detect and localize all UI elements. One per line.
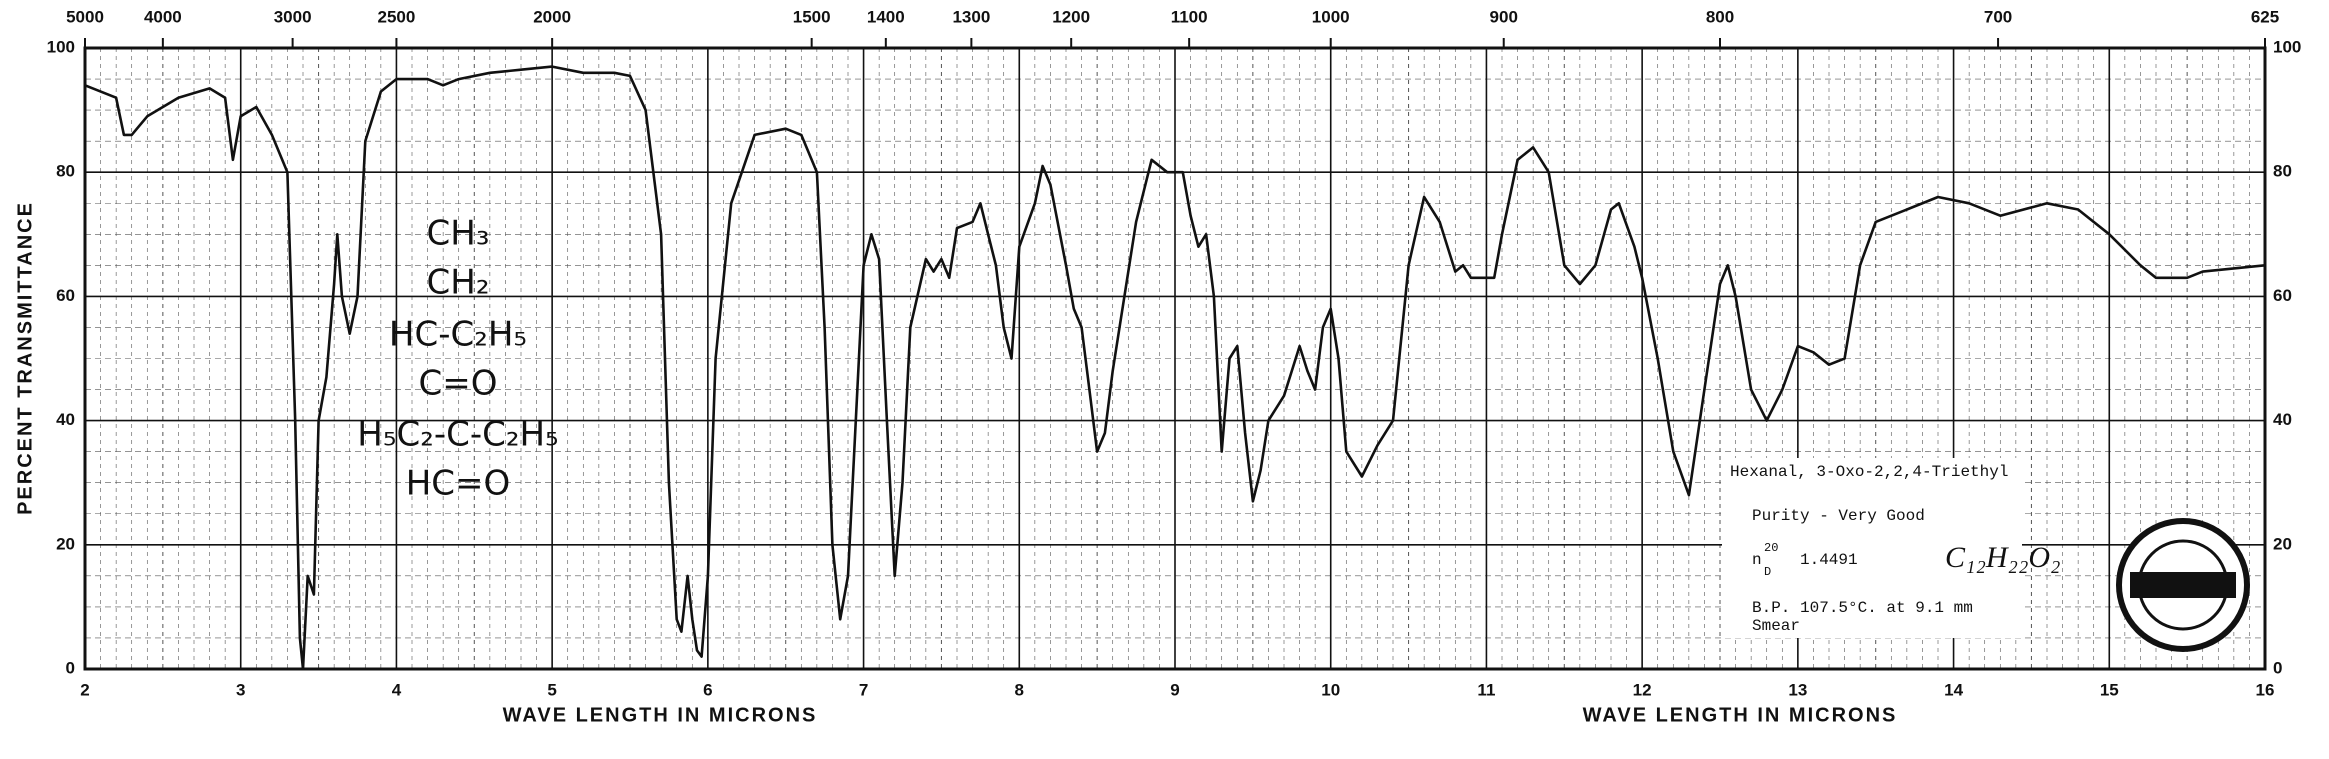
plot-frame xyxy=(83,46,2267,671)
structure-line: CH₃ xyxy=(427,214,490,254)
x-tick-label: 10 xyxy=(1321,680,1340,699)
y-tick-label-right: 20 xyxy=(2273,534,2292,553)
x2-tick-label: 1400 xyxy=(867,7,905,26)
y-tick-label: 0 xyxy=(66,658,75,677)
structure-line: HC-C₂H₅ xyxy=(389,315,527,355)
x-tick-label: 14 xyxy=(1944,680,1963,699)
x2-tick-label: 1500 xyxy=(793,7,831,26)
y-axis-title: PERCENT TRANSMITTANCE xyxy=(14,201,36,515)
x-axis-title: WAVE LENGTH IN MICRONS xyxy=(503,704,818,726)
y-tick-label: 40 xyxy=(56,410,75,429)
info-background xyxy=(1722,458,2022,638)
x-tick-label: 13 xyxy=(1788,680,1807,699)
formula: C₁₂H₂₂O₂ xyxy=(1945,541,2061,574)
x2-tick-label: 2500 xyxy=(378,7,416,26)
y-tick-label-right: 0 xyxy=(2273,658,2282,677)
x-tick-label: 3 xyxy=(236,680,245,699)
x-tick-label: 15 xyxy=(2100,680,2119,699)
x-tick-label: 8 xyxy=(1015,680,1024,699)
x2-tick-label: 3000 xyxy=(274,7,312,26)
x-tick-label: 7 xyxy=(859,680,868,699)
y-tick-label-right: 60 xyxy=(2273,286,2292,305)
ri-sup: 20 xyxy=(1764,541,1778,555)
x2-tick-label: 800 xyxy=(1706,7,1734,26)
spectrum-line xyxy=(84,65,2266,671)
sample: Smear xyxy=(1752,617,1800,635)
y-tick-label-right: 100 xyxy=(2273,37,2301,56)
structure-line: C=O xyxy=(419,364,498,404)
x-tick-label: 12 xyxy=(1633,680,1652,699)
stamp xyxy=(2116,518,2250,652)
boiling-point: B.P. 107.5°C. at 9.1 mm xyxy=(1752,599,1973,617)
structure-line: CH₂ xyxy=(427,263,490,303)
x-tick-label: 4 xyxy=(392,680,402,699)
purity: Purity - Very Good xyxy=(1752,507,1925,525)
compound-name: Hexanal, 3-Oxo-2,2,4-Triethyl xyxy=(1730,463,2008,481)
x2-tick-label: 900 xyxy=(1490,7,1518,26)
x2-tick-label: 4000 xyxy=(144,7,182,26)
x2-tick-label: 625 xyxy=(2251,7,2279,26)
y-tick-label: 80 xyxy=(56,162,75,181)
x2-tick-label: 1000 xyxy=(1312,7,1350,26)
x-tick-label: 16 xyxy=(2256,680,2275,699)
x2-tick-label: 2000 xyxy=(533,7,571,26)
x2-tick-label: 1200 xyxy=(1052,7,1090,26)
structure-line: HC=O xyxy=(406,464,511,504)
ri-sub: D xyxy=(1764,565,1771,579)
x2-tick-label: 700 xyxy=(1984,7,2012,26)
x2-tick-label: 5000 xyxy=(66,7,104,26)
y-tick-label: 100 xyxy=(47,37,75,56)
y-tick-label: 60 xyxy=(56,286,75,305)
ri-symbol: n xyxy=(1752,551,1762,569)
x2-tick-label: 1300 xyxy=(952,7,990,26)
x-tick-label: 2 xyxy=(80,680,89,699)
y-tick-label-right: 80 xyxy=(2273,162,2292,181)
structure-line: H₅C₂-C-C₂H₅ xyxy=(357,415,558,455)
x-tick-label: 11 xyxy=(1477,680,1495,699)
x-axis-title: WAVE LENGTH IN MICRONS xyxy=(1583,704,1898,726)
y-tick-label: 20 xyxy=(56,534,75,553)
stamp-band xyxy=(2130,572,2236,598)
y-tick-label-right: 40 xyxy=(2273,410,2292,429)
x-tick-label: 6 xyxy=(703,680,712,699)
info-box: Hexanal, 3-Oxo-2,2,4-Triethyl Purity - V… xyxy=(1722,458,2061,638)
x2-tick-label: 1100 xyxy=(1171,7,1208,26)
ri-value: 1.4491 xyxy=(1800,551,1858,569)
x-tick-label: 9 xyxy=(1170,680,1179,699)
x-tick-label: 5 xyxy=(547,680,556,699)
